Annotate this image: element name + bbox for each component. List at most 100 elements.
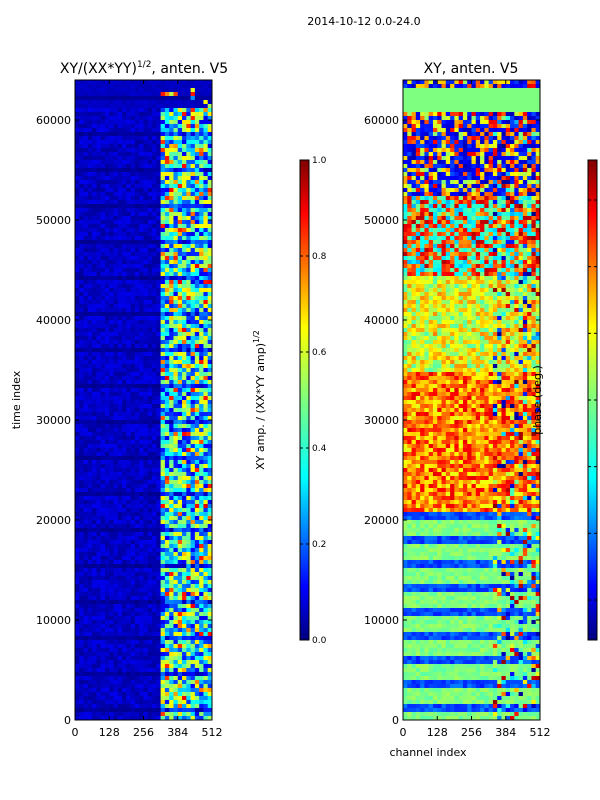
left-heatmap-cell <box>169 220 174 225</box>
left-heatmap-cell <box>156 648 162 653</box>
left-heatmap-cell <box>182 444 187 449</box>
left-heatmap-cell <box>156 248 162 253</box>
left-heatmap-cell <box>75 672 80 677</box>
left-heatmap-cell <box>143 124 149 129</box>
left-heatmap-cell <box>92 608 97 613</box>
left-heatmap-cell <box>177 480 183 485</box>
left-heatmap-cell <box>87 464 93 469</box>
left-heatmap-cell <box>87 132 93 137</box>
left-heatmap-cell <box>122 464 127 469</box>
left-heatmap-cell <box>186 400 192 405</box>
left-heatmap-cell <box>152 284 157 289</box>
left-heatmap-cell <box>156 480 162 485</box>
left-heatmap-cell <box>203 480 209 485</box>
left-heatmap-cell <box>113 248 119 253</box>
left-heatmap-cell <box>173 220 179 225</box>
left-heatmap-cell <box>147 324 153 329</box>
left-heatmap-cell <box>203 652 209 657</box>
left-heatmap-cell <box>113 692 119 697</box>
left-heatmap-cell <box>134 128 140 133</box>
left-heatmap-cell <box>156 160 162 165</box>
left-heatmap-cell <box>100 188 106 193</box>
left-heatmap-cell <box>83 664 89 669</box>
left-heatmap-cell <box>92 400 97 405</box>
left-heatmap-cell <box>83 624 89 629</box>
left-heatmap-cell <box>134 136 140 141</box>
left-heatmap-cell <box>164 464 170 469</box>
left-heatmap-cell <box>160 480 166 485</box>
left-heatmap-cell <box>83 636 89 641</box>
left-heatmap-cell <box>96 192 102 197</box>
left-heatmap-cell <box>109 100 115 105</box>
left-heatmap-cell <box>75 132 80 137</box>
left-heatmap-cell <box>96 440 102 445</box>
left-heatmap-cell <box>117 536 123 541</box>
left-heatmap-cell <box>139 180 144 185</box>
left-heatmap-cell <box>96 388 102 393</box>
left-heatmap-cell <box>134 204 140 209</box>
left-heatmap-cell <box>130 548 136 553</box>
left-heatmap-cell <box>199 300 204 305</box>
left-heatmap-cell <box>169 536 174 541</box>
left-heatmap-cell <box>160 212 166 217</box>
left-heatmap-cell <box>164 212 170 217</box>
left-heatmap-cell <box>139 280 144 285</box>
left-heatmap-cell <box>190 380 196 385</box>
left-heatmap-cell <box>122 196 127 201</box>
left-heatmap-cell <box>199 416 204 421</box>
left-heatmap-cell <box>96 100 102 105</box>
left-heatmap-cell <box>100 168 106 173</box>
left-heatmap-cell <box>156 696 162 701</box>
left-heatmap-cell <box>177 220 183 225</box>
left-heatmap-cell <box>190 316 196 321</box>
left-heatmap-cell <box>79 136 85 141</box>
left-heatmap-cell <box>96 420 102 425</box>
left-heatmap-cell <box>207 292 212 297</box>
left-heatmap-cell <box>182 656 187 661</box>
left-heatmap-cell <box>134 668 140 673</box>
left-heatmap-cell <box>156 680 162 685</box>
left-heatmap-cell <box>186 296 192 301</box>
left-heatmap-cell <box>96 608 102 613</box>
left-heatmap-cell <box>117 540 123 545</box>
left-heatmap-cell <box>122 180 127 185</box>
left-heatmap-cell <box>190 448 196 453</box>
left-heatmap-cell <box>139 432 144 437</box>
left-heatmap-cell <box>194 588 200 593</box>
left-heatmap-cell <box>126 464 132 469</box>
left-heatmap-cell <box>92 380 97 385</box>
left-heatmap-cell <box>173 656 179 661</box>
left-heatmap-cell <box>96 600 102 605</box>
left-heatmap-cell <box>83 404 89 409</box>
left-heatmap-cell <box>182 300 187 305</box>
left-heatmap-cell <box>79 416 85 421</box>
left-title-main: XY/(XX*YY) <box>60 61 137 77</box>
left-heatmap-cell <box>92 264 97 269</box>
left-heatmap-cell <box>199 548 204 553</box>
left-heatmap-cell <box>186 180 192 185</box>
left-heatmap-cell <box>160 324 166 329</box>
left-heatmap-cell <box>83 212 89 217</box>
left-heatmap-cell <box>126 636 132 641</box>
left-heatmap-cell <box>104 420 110 425</box>
left-heatmap-cell <box>190 324 196 329</box>
left-heatmap-cell <box>126 80 132 85</box>
left-heatmap-cell <box>117 500 123 505</box>
left-heatmap-cell <box>139 608 144 613</box>
left-heatmap-cell <box>207 524 212 529</box>
left-heatmap-cell <box>104 396 110 401</box>
left-heatmap-cell <box>122 216 127 221</box>
left-heatmap-cell <box>160 196 166 201</box>
left-heatmap-cell <box>83 396 89 401</box>
left-heatmap-cell <box>75 416 80 421</box>
left-heatmap-cell <box>130 404 136 409</box>
left-heatmap-cell <box>109 256 115 261</box>
left-heatmap-cell <box>100 340 106 345</box>
left-heatmap-cell <box>152 616 157 621</box>
left-heatmap-cell <box>122 392 127 397</box>
left-heatmap-cell <box>156 608 162 613</box>
left-heatmap-cell <box>160 312 166 317</box>
left-heatmap-cell <box>203 528 209 533</box>
left-heatmap-cell <box>164 184 170 189</box>
left-heatmap-cell <box>152 560 157 565</box>
